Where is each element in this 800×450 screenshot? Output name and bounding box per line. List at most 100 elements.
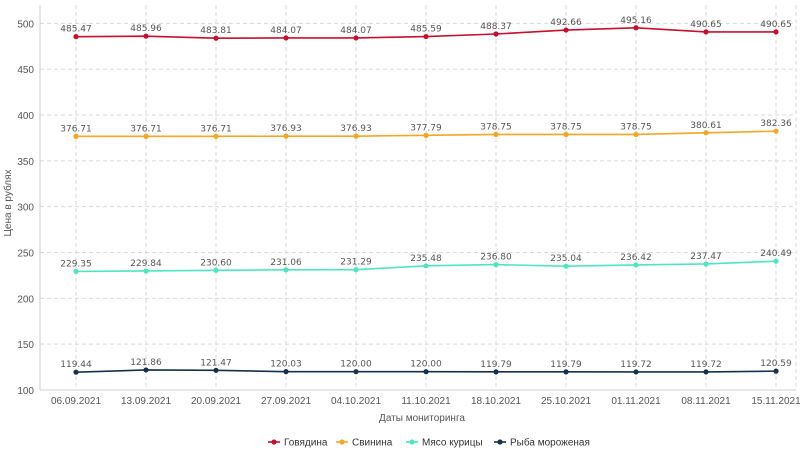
series-0-data-label: 484.07 — [340, 26, 372, 36]
series-3-point[interactable] — [633, 369, 639, 375]
legend-item-3[interactable]: Рыба мороженая — [494, 437, 590, 449]
series-0-point[interactable] — [353, 35, 359, 41]
series-3-point[interactable] — [73, 369, 79, 375]
series-0-data-label: 485.96 — [130, 24, 162, 34]
series-0-point[interactable] — [423, 33, 429, 40]
series-1-data-label: 376.71 — [130, 124, 162, 134]
series-0-data-label: 490.65 — [690, 20, 722, 30]
series-3-point[interactable] — [353, 369, 359, 375]
legend-label: Мясо курицы — [422, 438, 483, 449]
series-0-data-label: 490.65 — [760, 20, 792, 30]
series-2-data-label: 235.04 — [550, 254, 582, 264]
series-3-data-label: 119.79 — [550, 360, 582, 370]
series-0-data-label: 484.07 — [270, 26, 302, 36]
x-tick-label: 20.09.2021 — [191, 396, 241, 407]
series-0-point[interactable] — [283, 35, 289, 41]
x-tick-label: 13.09.2021 — [121, 396, 171, 407]
series-2-point[interactable] — [773, 258, 779, 264]
series-0-point[interactable] — [213, 35, 219, 41]
series-1-point[interactable] — [423, 132, 429, 138]
x-tick-label: 11.10.2021 — [401, 396, 451, 407]
series-0-point[interactable] — [773, 29, 779, 35]
series-1-point[interactable] — [283, 133, 289, 139]
series-3-data-label: 121.47 — [200, 358, 232, 368]
series-1-point[interactable] — [213, 133, 219, 139]
series-0-data-label: 483.81 — [200, 26, 232, 36]
series-3-data-label: 120.03 — [270, 360, 302, 370]
legend-swatch-marker — [409, 439, 415, 445]
series-3-point[interactable] — [493, 369, 499, 375]
series-0-data-label: 485.47 — [60, 25, 92, 35]
series-0-point[interactable] — [143, 33, 149, 39]
series-3-data-label: 120.59 — [760, 359, 792, 369]
series-2-data-label: 240.49 — [760, 249, 792, 259]
series-2-data-label: 229.84 — [130, 259, 162, 269]
series-1-data-label: 376.93 — [340, 124, 372, 134]
series-2-point[interactable] — [73, 268, 79, 275]
series-1-data-label: 380.61 — [690, 121, 722, 131]
series-2-point[interactable] — [703, 261, 709, 267]
series-2-point[interactable] — [143, 268, 149, 274]
y-tick-label: 100 — [17, 386, 34, 397]
y-tick-label: 500 — [17, 19, 34, 30]
series-0-point[interactable] — [563, 27, 569, 33]
series-0-point[interactable] — [73, 34, 79, 40]
series-1-point[interactable] — [703, 130, 709, 136]
legend-item-2[interactable]: Мясо курицы — [406, 438, 483, 449]
series-2-point[interactable] — [283, 267, 289, 273]
series-3-point[interactable] — [283, 369, 289, 375]
series-1-point[interactable] — [143, 133, 149, 139]
x-tick-label: 01.11.2021 — [611, 396, 661, 407]
series-2-point[interactable] — [563, 263, 569, 269]
series-1-point[interactable] — [563, 131, 569, 138]
series-3-point[interactable] — [213, 367, 219, 373]
series-1-point[interactable] — [773, 128, 779, 134]
series-1-point[interactable] — [493, 131, 499, 138]
x-tick-label: 04.10.2021 — [331, 396, 381, 407]
series-3-data-label: 119.72 — [690, 360, 722, 370]
series-2-point[interactable] — [213, 267, 219, 273]
series-1-point[interactable] — [353, 133, 359, 139]
series-2-point[interactable] — [633, 262, 639, 268]
series-2-data-label: 230.60 — [200, 258, 232, 268]
series-2-point[interactable] — [353, 267, 359, 273]
series-0-point[interactable] — [493, 31, 499, 37]
series-3-point[interactable] — [563, 369, 569, 375]
x-tick-label: 06.09.2021 — [51, 396, 101, 407]
grid — [40, 5, 797, 390]
legend-swatch-marker — [339, 439, 345, 445]
series-0-point[interactable] — [703, 29, 709, 35]
axes: 100 150 200 250 300 350 400 450 500 06.09.2021 13.… — [17, 5, 800, 407]
series-3-data-label: 121.86 — [130, 358, 162, 368]
y-tick-label: 400 — [17, 111, 34, 122]
series-1-point[interactable] — [73, 133, 79, 139]
series-0-point[interactable] — [633, 25, 639, 31]
series-3-point[interactable] — [703, 369, 709, 375]
series-0-data-label: 488.37 — [480, 22, 512, 32]
x-tick-label: 25.10.2021 — [541, 396, 591, 407]
legend-swatch-marker — [271, 439, 277, 445]
legend-label: Свинина — [352, 438, 393, 449]
series-1-data-label: 382.36 — [760, 119, 792, 129]
series-1-data-label: 376.71 — [200, 124, 232, 134]
series-3-data-label: 120.00 — [340, 360, 372, 370]
legend-item-0[interactable]: Говядина — [268, 438, 328, 449]
series-2-point[interactable] — [423, 263, 429, 269]
series-1-point[interactable] — [633, 131, 639, 138]
y-axis-title: Цена в рублях — [2, 169, 14, 236]
series-1-data-label: 377.79 — [410, 123, 442, 133]
legend-item-1[interactable]: Свинина — [336, 438, 393, 449]
x-tick-label: 15.11.2021 — [751, 396, 800, 407]
series-0-data-label: 495.16 — [620, 16, 652, 26]
series-2-point[interactable] — [493, 262, 499, 268]
series-3-point[interactable] — [423, 369, 429, 375]
series-3-point[interactable] — [143, 367, 149, 373]
series-2-data-label: 231.29 — [340, 258, 372, 268]
series-3-point[interactable] — [773, 368, 779, 374]
series-1-data-label: 378.75 — [550, 122, 582, 132]
legend-label: Говядина — [284, 438, 328, 449]
y-tick-label: 300 — [17, 203, 34, 214]
series-1-data-label: 378.75 — [480, 122, 512, 132]
series-2-data-label: 231.06 — [270, 258, 302, 268]
